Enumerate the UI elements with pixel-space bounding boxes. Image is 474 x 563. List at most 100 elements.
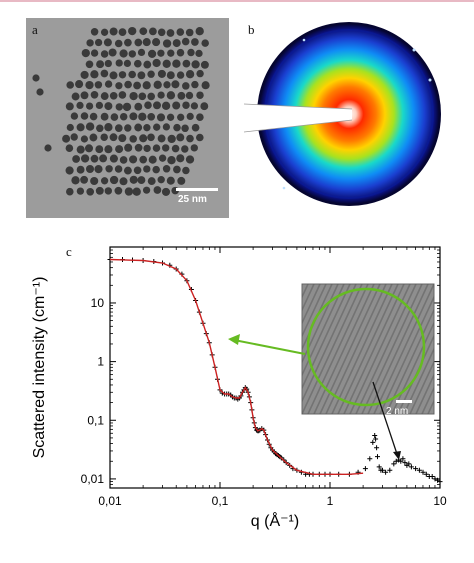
nanoparticle bbox=[133, 81, 141, 90]
nanoparticle bbox=[76, 165, 85, 174]
data-point bbox=[408, 464, 414, 470]
inset-scale-label: 2 nm bbox=[386, 406, 408, 417]
lattice-fringe bbox=[440, 284, 474, 414]
inset-scale-bar bbox=[396, 400, 412, 403]
nanoparticle bbox=[143, 124, 151, 132]
x-tick-label: 0,1 bbox=[212, 494, 229, 508]
nanoparticle bbox=[147, 92, 156, 101]
nanoparticle bbox=[124, 80, 132, 89]
nanoparticle bbox=[157, 134, 166, 143]
saxs-pattern-panel: b bbox=[244, 18, 455, 218]
nanoparticle bbox=[149, 27, 157, 36]
nanoparticle bbox=[134, 102, 143, 111]
nanoparticle bbox=[96, 124, 104, 133]
nanoparticle bbox=[191, 38, 199, 46]
y-axis-label: Scattered intensity (cm⁻¹) bbox=[31, 277, 48, 459]
nanoparticle bbox=[158, 154, 167, 162]
nanoparticle bbox=[114, 165, 123, 173]
nanoparticle bbox=[139, 134, 148, 143]
nanoparticle bbox=[191, 80, 199, 89]
scattering-chart: 0,01 0,1 1 10 0,01 0,1 1 10 q (Å⁻¹) Scattered int… bbox=[31, 244, 474, 530]
lattice-fringe bbox=[302, 284, 327, 338]
nanoparticle bbox=[166, 113, 175, 121]
nanoparticle bbox=[171, 80, 180, 89]
data-point bbox=[374, 445, 380, 451]
data-point bbox=[420, 469, 426, 475]
x-axis-label: q (Å⁻¹) bbox=[251, 511, 299, 530]
nanoparticle bbox=[173, 123, 181, 132]
nanoparticle bbox=[99, 154, 108, 163]
nanoparticle bbox=[104, 187, 113, 195]
nanoparticle bbox=[162, 165, 171, 173]
beamstop-edge-bottom bbox=[244, 119, 353, 133]
nanoparticle bbox=[66, 187, 74, 196]
nanoparticle bbox=[176, 71, 185, 79]
lattice-fringe bbox=[331, 284, 393, 414]
nanoparticle bbox=[195, 27, 204, 36]
lattice-fringe bbox=[470, 284, 474, 414]
nanoparticle bbox=[153, 101, 161, 110]
data-point bbox=[375, 454, 380, 460]
nanoparticle bbox=[66, 81, 74, 89]
nanoparticle bbox=[161, 187, 171, 196]
nanoparticle bbox=[166, 71, 175, 80]
nanoparticle bbox=[124, 38, 132, 47]
nanoparticle bbox=[162, 39, 172, 48]
nanoparticle bbox=[142, 81, 151, 90]
nanoparticle bbox=[166, 29, 175, 37]
nanoparticle bbox=[163, 81, 171, 89]
nanoparticle bbox=[100, 177, 109, 185]
data-point bbox=[372, 433, 378, 438]
nanoparticle bbox=[176, 133, 185, 142]
nanoparticle bbox=[147, 177, 156, 186]
nanoparticle bbox=[100, 92, 109, 101]
nanoparticle bbox=[115, 145, 124, 154]
tem-background bbox=[26, 18, 229, 218]
lattice-fringe bbox=[302, 284, 363, 414]
panel-label-a: a bbox=[32, 22, 38, 37]
nanoparticle bbox=[114, 124, 123, 132]
nanoparticle bbox=[66, 123, 74, 132]
nanoparticle bbox=[196, 69, 204, 78]
data-point bbox=[380, 467, 385, 473]
scattering-curve-panel: 0,01 0,1 1 10 0,01 0,1 1 10 q (Å⁻¹) Scattered int… bbox=[0, 232, 474, 542]
bragg-spot bbox=[428, 78, 432, 82]
nanoparticle bbox=[147, 112, 156, 121]
lattice-fringe bbox=[337, 284, 399, 414]
nanoparticle bbox=[115, 59, 123, 67]
nanoparticle bbox=[133, 59, 142, 68]
nanoparticle bbox=[182, 101, 190, 109]
nanoparticle bbox=[103, 38, 112, 47]
nanoparticle bbox=[94, 81, 103, 89]
hrtem-inset: 2 nm bbox=[301, 283, 474, 417]
nanoparticle bbox=[177, 176, 186, 185]
lattice-fringe bbox=[325, 284, 387, 414]
nanoparticle bbox=[144, 101, 152, 109]
nanoparticle bbox=[137, 71, 146, 80]
nanoparticle bbox=[62, 134, 71, 143]
data-point bbox=[400, 456, 406, 462]
nanoparticle bbox=[152, 38, 161, 47]
nanoparticle bbox=[185, 28, 194, 37]
nanoparticle bbox=[182, 82, 190, 90]
nanoparticle bbox=[147, 133, 155, 142]
nanoparticle bbox=[124, 187, 134, 196]
nanoparticle bbox=[153, 123, 161, 131]
black-arrow bbox=[372, 381, 398, 455]
nanoparticle bbox=[137, 176, 146, 185]
scale-bar-25nm bbox=[176, 188, 218, 191]
y-tick-label: 1 bbox=[97, 355, 104, 369]
nanoparticle bbox=[76, 123, 85, 132]
nanoparticle bbox=[90, 70, 99, 79]
nanoparticle bbox=[171, 144, 180, 153]
nanoparticle bbox=[187, 48, 195, 57]
nanoparticle bbox=[128, 50, 136, 58]
nanoparticle bbox=[157, 28, 166, 37]
lattice-fringe bbox=[313, 284, 375, 414]
nanoparticle bbox=[147, 49, 157, 59]
data-point bbox=[429, 474, 435, 479]
nanoparticle bbox=[105, 165, 113, 173]
data-point bbox=[402, 460, 408, 466]
nanoparticle bbox=[166, 176, 175, 185]
nanoparticle bbox=[122, 102, 132, 112]
